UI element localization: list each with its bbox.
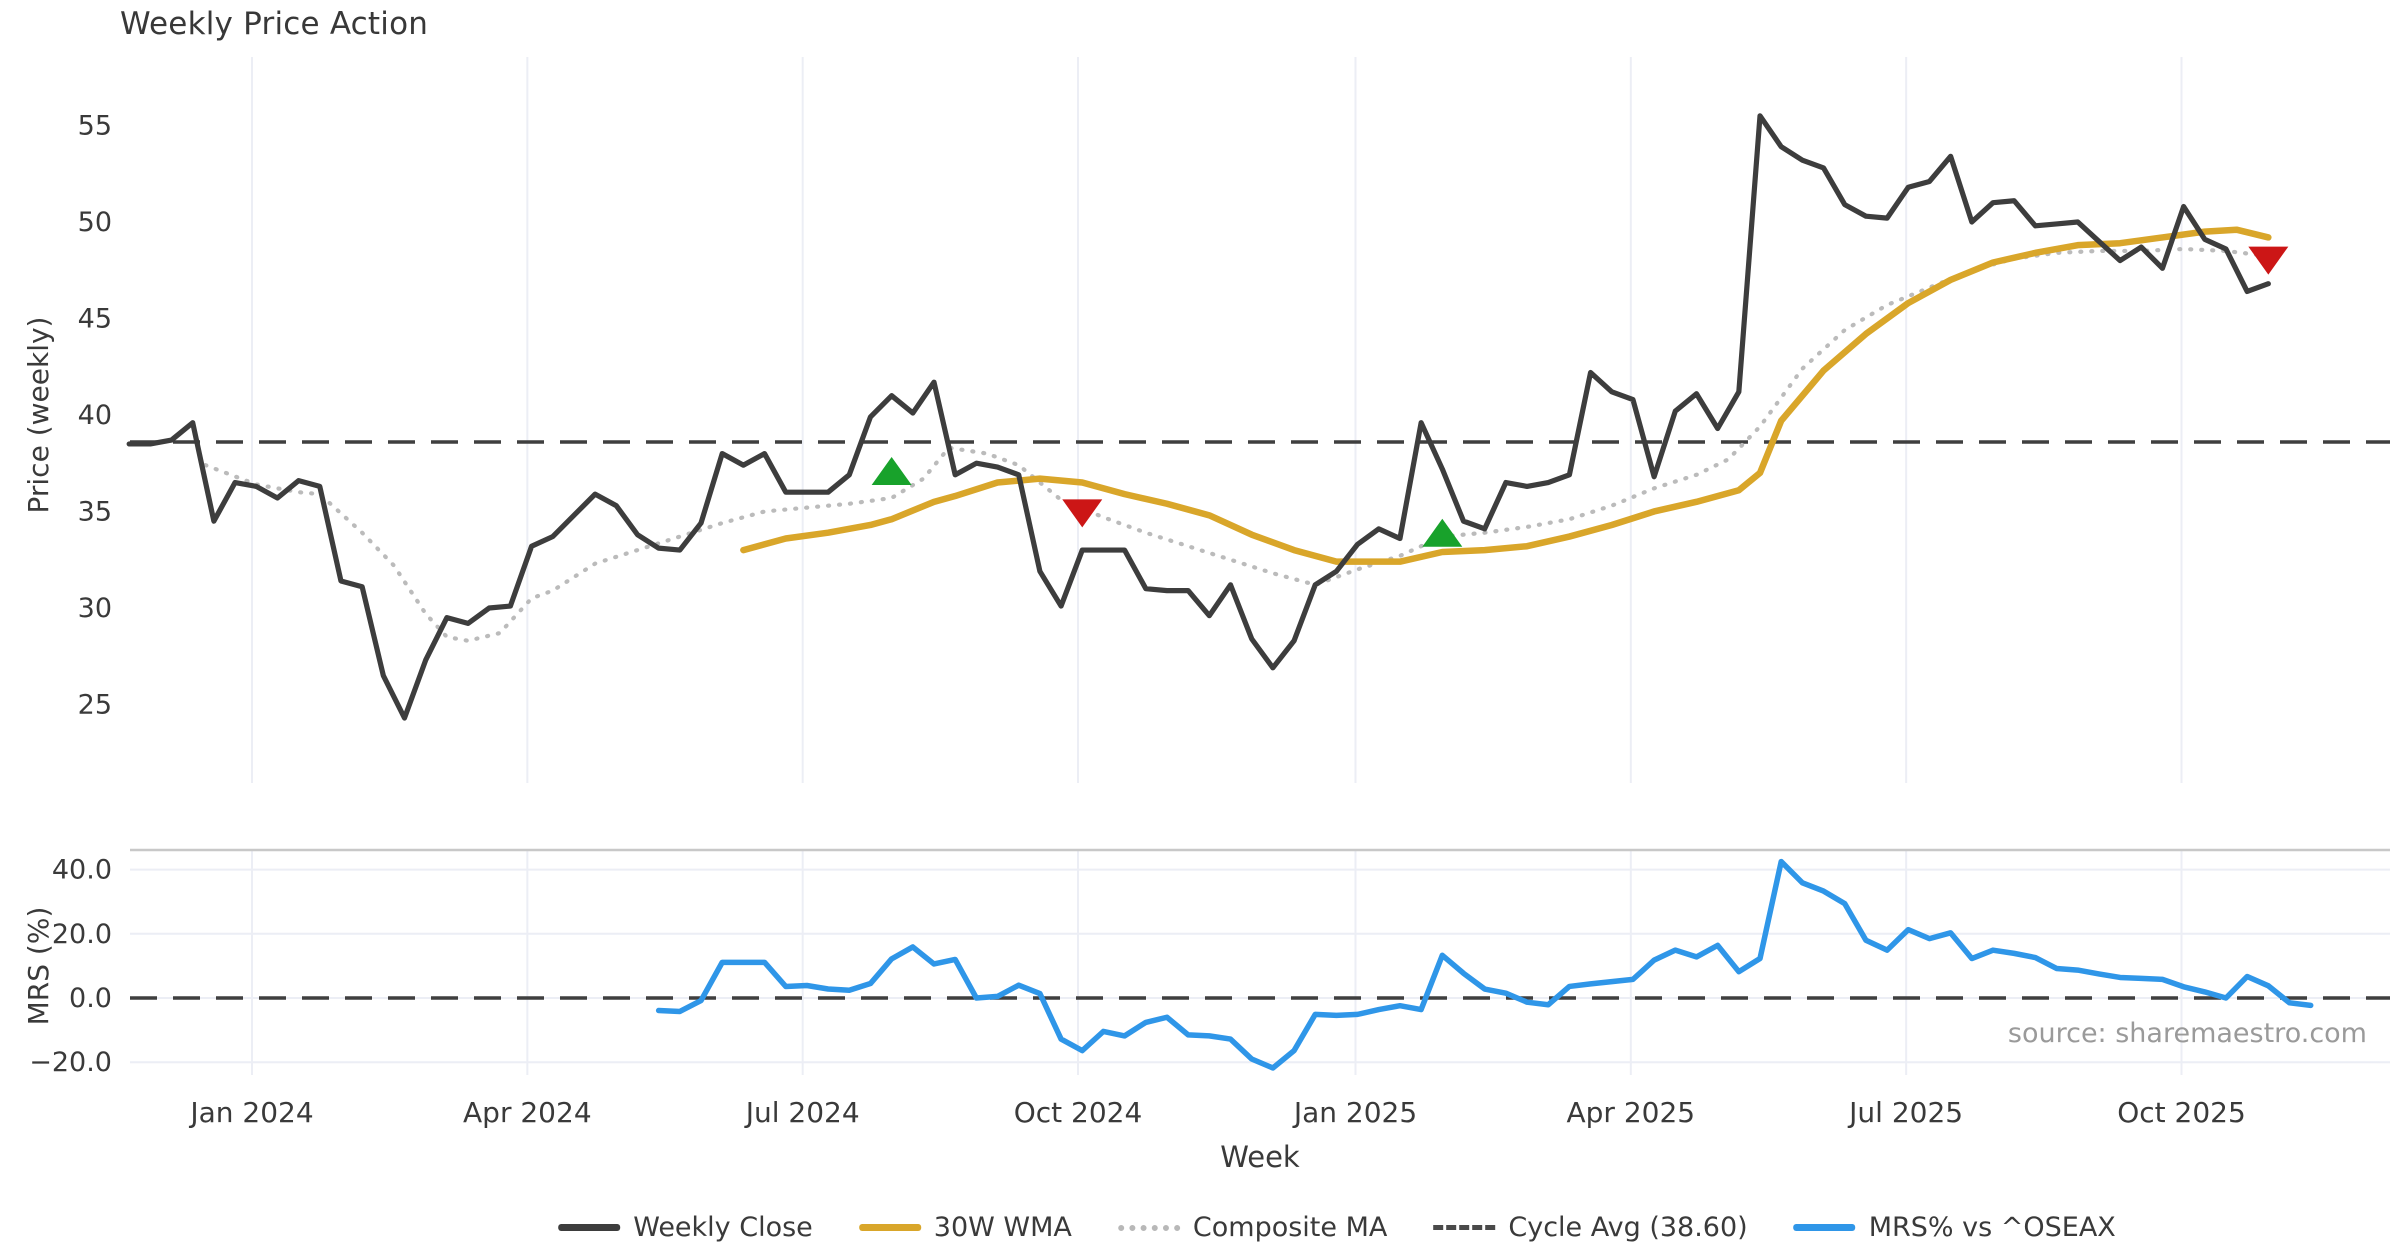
legend-label: 30W WMA: [933, 1212, 1072, 1243]
legend-item-30w-wma: 30W WMA: [858, 1212, 1072, 1243]
buy-signal-triangle-icon: [1422, 518, 1463, 547]
x-axis-tick: Oct 2024: [1014, 1096, 1143, 1129]
cycle-avg-swatch-icon: [1433, 1225, 1496, 1230]
x-axis-tick: Jul 2024: [744, 1096, 860, 1129]
legend-item-cycle-avg: Cycle Avg (38.60): [1433, 1212, 1748, 1243]
x-axis-tick: Jan 2024: [188, 1096, 313, 1129]
page-title: Weekly Price Action: [120, 6, 429, 42]
sell-signal-triangle-icon: [1062, 499, 1103, 528]
weekly-close-line: [126, 113, 2271, 721]
legend-item-mrs: MRS% vs ^OSEAX: [1793, 1212, 2116, 1243]
mrs-axis-label: MRS (%): [22, 906, 55, 1026]
mrs-swatch-icon: [1793, 1224, 1856, 1231]
wma-swatch-icon: [858, 1224, 921, 1231]
price-axis-tick: 50: [78, 207, 112, 238]
mrs-line: [655, 858, 2314, 1071]
x-axis-tick: Apr 2024: [463, 1096, 592, 1129]
wma-line: [740, 226, 2272, 565]
buy-signal-triangle-icon: [871, 456, 912, 485]
composite-ma-line: [203, 246, 2260, 643]
mrs-axis-tick: 20.0: [52, 919, 112, 950]
price-axis-tick: 25: [78, 689, 112, 720]
legend-label: Composite MA: [1192, 1212, 1388, 1243]
mrs-axis-tick: −20.0: [29, 1047, 112, 1078]
mrs-axis-tick: 0.0: [69, 983, 112, 1014]
legend: Weekly Close 30W WMA Composite MA Cycle …: [558, 1212, 2116, 1243]
legend-label: Cycle Avg (38.60): [1508, 1212, 1748, 1243]
price-axis-tick: 30: [78, 593, 112, 624]
x-axis-tick: Oct 2025: [2117, 1096, 2246, 1129]
x-axis-tick: Jul 2025: [1847, 1096, 1963, 1129]
sell-signal-triangle-icon: [2248, 246, 2289, 275]
legend-item-composite-ma: Composite MA: [1117, 1212, 1388, 1243]
price-axis-label: Price (weekly): [22, 316, 55, 514]
price-axis-tick: 45: [78, 303, 112, 334]
x-axis-label: Week: [1220, 1140, 1300, 1174]
source-attribution: source: sharemaestro.com: [2007, 1018, 2367, 1049]
legend-item-weekly-close: Weekly Close: [558, 1212, 813, 1243]
mrs-axis-tick: 40.0: [52, 855, 112, 886]
price-axis-tick: 55: [78, 110, 112, 141]
price-axis-tick: 40: [78, 400, 112, 431]
legend-label: MRS% vs ^OSEAX: [1868, 1212, 2116, 1243]
x-axis-tick: Apr 2025: [1567, 1096, 1696, 1129]
weekly-close-swatch-icon: [558, 1224, 621, 1231]
price-axis-tick: 35: [78, 496, 112, 527]
composite-ma-swatch-icon: [1117, 1224, 1180, 1231]
legend-label: Weekly Close: [633, 1212, 813, 1243]
x-axis-tick: Jan 2025: [1292, 1096, 1417, 1129]
